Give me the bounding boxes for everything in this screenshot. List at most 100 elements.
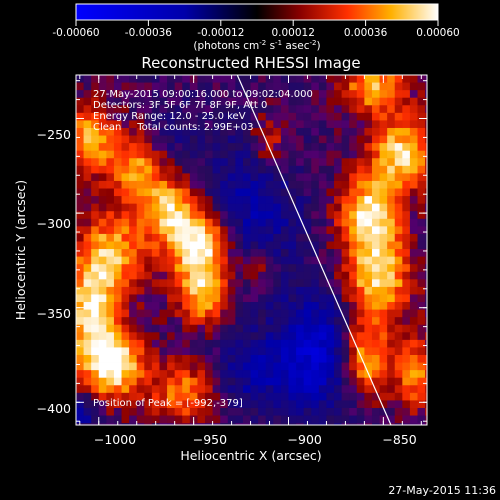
heatmap-cell [371,400,380,409]
heatmap-cell [425,127,427,136]
heatmap-cell [83,264,92,273]
heatmap-cell [227,377,236,386]
heatmap-cell [280,407,289,416]
heatmap-cell [311,112,320,121]
heatmap-cell [273,143,282,152]
heatmap-cell [303,294,312,303]
heatmap-cell [311,180,320,189]
heatmap-cell [265,188,274,197]
heatmap-cell [91,264,100,273]
heatmap-cell [326,423,335,425]
heatmap-cell [144,309,153,318]
heatmap-cell [167,302,176,310]
heatmap-cell [364,339,373,348]
heatmap-cell [296,127,305,136]
heatmap-cell [136,188,145,197]
heatmap-cell [349,173,358,182]
heatmap-cell [273,324,282,333]
heatmap-cell [182,158,191,167]
heatmap-cell [311,407,320,416]
heatmap-cell [98,127,107,136]
heatmap-cell [235,241,244,250]
heatmap-cell [356,264,365,273]
heatmap-cell [258,271,267,280]
heatmap-cell [113,158,122,167]
heatmap-cell [136,339,145,348]
heatmap-cell [235,158,244,167]
heatmap-cell [425,286,427,295]
heatmap-cell [106,226,115,235]
heatmap-cell [144,392,153,401]
heatmap-cell [296,400,305,409]
heatmap-cell [91,143,100,152]
heatmap-cell [311,196,320,205]
heatmap-cell [98,279,107,288]
heatmap-cell [334,309,343,318]
heatmap-cell [303,407,312,416]
heatmap-cell [349,127,358,136]
heatmap-cell [402,135,411,144]
heatmap-cell [174,286,183,295]
heatmap-cell [242,90,251,99]
heatmap-cell [258,112,267,121]
heatmap-cell [151,377,160,386]
heatmap-cell [394,180,403,189]
heatmap-cell [356,249,365,258]
heatmap-cell [121,294,130,303]
heatmap-cell [341,82,350,91]
heatmap-cell [227,90,236,99]
heatmap-cell [159,218,168,227]
heatmap-cell [205,82,214,91]
heatmap-cell [417,370,426,379]
heatmap-cell [83,97,92,106]
heatmap-cell [98,400,107,409]
heatmap-cell [265,82,274,91]
heatmap-cell [235,400,244,409]
heatmap-cell [159,211,168,220]
heatmap-cell [250,75,259,83]
heatmap-cell [235,143,244,152]
heatmap-cell [311,241,320,250]
heatmap-cell [341,294,350,303]
heatmap-cell [136,286,145,295]
heatmap-cell [98,249,107,258]
heatmap-cell [205,127,214,136]
heatmap-cell [242,75,251,83]
heatmap-cell [265,105,274,114]
heatmap-cell [144,226,153,235]
heatmap-cell [364,400,373,409]
heatmap-cell [76,203,84,212]
heatmap-cell [98,143,107,152]
heatmap-cell [258,241,267,250]
heatmap-cell [417,97,426,106]
heatmap-cell [265,112,274,121]
heatmap-cell [227,203,236,212]
heatmap-cell [311,264,320,273]
heatmap-cell [334,97,343,106]
heatmap-cell [205,362,214,371]
heatmap-cell [182,415,191,424]
heatmap-cell [334,332,343,341]
heatmap-cell [364,135,373,144]
heatmap-cell [136,173,145,182]
heatmap-cell [83,241,92,250]
heatmap-cell [182,165,191,174]
heatmap-cell [265,271,274,280]
heatmap-cell [250,165,259,174]
heatmap-cell [356,211,365,220]
heatmap-cell [265,400,274,409]
heatmap-cell [417,256,426,265]
heatmap-cell [387,339,396,348]
heatmap-cell [113,127,122,136]
heatmap-cell [235,347,244,356]
heatmap-cell [425,135,427,144]
heatmap-cell [205,302,214,310]
heatmap-cell [326,241,335,250]
heatmap-cell [220,377,229,386]
heatmap-cell [303,385,312,394]
heatmap-cell [250,196,259,205]
heatmap-cell [121,279,130,288]
heatmap-cell [371,75,380,83]
heatmap-cell [121,370,130,379]
heatmap-cell [197,385,206,394]
